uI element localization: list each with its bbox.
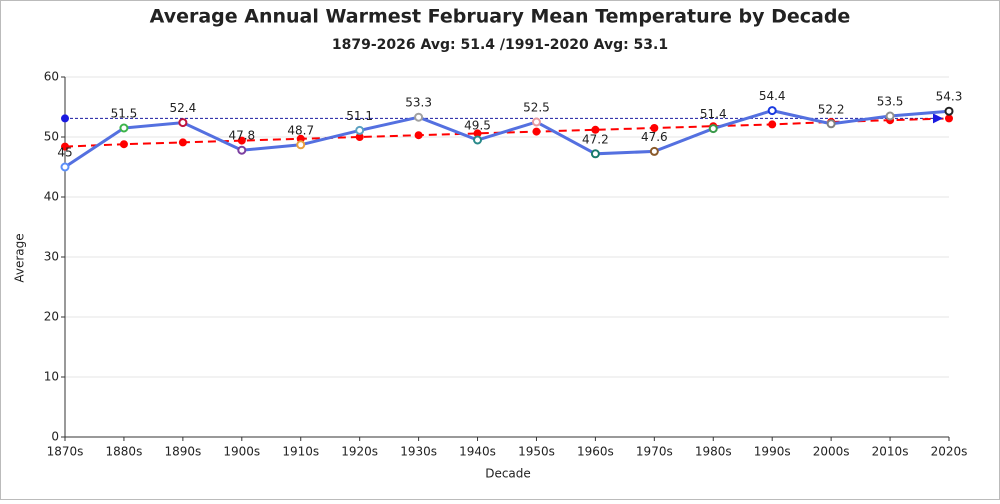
trend-point xyxy=(178,138,187,147)
x-tick-label: 2010s xyxy=(872,445,909,459)
data-label: 53.5 xyxy=(877,95,904,109)
x-axis-title: Decade xyxy=(485,467,531,481)
point xyxy=(60,162,70,172)
point xyxy=(119,123,129,133)
data-label: 52.5 xyxy=(523,101,550,115)
data-label: 54.4 xyxy=(759,89,786,103)
point xyxy=(531,117,541,127)
data-label: 47.6 xyxy=(641,130,668,144)
y-tick-label: 60 xyxy=(44,70,59,84)
trend-point xyxy=(119,140,128,149)
x-tick-label: 1920s xyxy=(341,445,378,459)
x-tick-label: 1880s xyxy=(106,445,143,459)
series-line xyxy=(64,109,950,169)
trend-point xyxy=(414,131,423,140)
data-label: 45 xyxy=(57,146,72,160)
x-tick-label: 1930s xyxy=(400,445,437,459)
trend-point xyxy=(61,142,69,151)
trend-point xyxy=(532,127,541,136)
data-label: 51.4 xyxy=(700,107,727,121)
x-tick-label: 2000s xyxy=(813,445,850,459)
trend-point xyxy=(591,125,600,134)
data-label: 48.7 xyxy=(287,123,314,137)
x-tick-label: 1890s xyxy=(164,445,201,459)
point xyxy=(826,119,836,129)
y-axis-title: Average xyxy=(13,233,27,282)
trend-point xyxy=(237,136,246,145)
point xyxy=(355,125,365,135)
x-tick-label: 1910s xyxy=(282,445,319,459)
y-tick-label: 30 xyxy=(44,250,59,264)
reference-dot xyxy=(61,114,69,123)
data-label: 49.5 xyxy=(464,119,491,133)
point xyxy=(296,140,306,150)
point xyxy=(590,149,600,159)
x-tick-label: 1960s xyxy=(577,445,614,459)
y-tick-label: 0 xyxy=(51,430,59,444)
trend-point xyxy=(945,114,953,123)
data-label: 51.1 xyxy=(346,109,373,123)
chart-subtitle: 1879-2026 Avg: 51.4 /1991-2020 Avg: 53.1 xyxy=(332,37,668,53)
point xyxy=(237,145,247,155)
x-tick-label: 1870s xyxy=(47,445,84,459)
y-tick-label: 40 xyxy=(44,190,59,204)
data-label: 52.4 xyxy=(170,101,197,115)
point xyxy=(178,118,188,128)
trend-point xyxy=(650,124,659,132)
trend-arrow xyxy=(933,113,943,124)
y-tick-label: 10 xyxy=(44,370,59,384)
x-tick-label: 1970s xyxy=(636,445,673,459)
chart-title: Average Annual Warmest February Mean Tem… xyxy=(150,6,851,28)
point xyxy=(473,135,483,145)
trend-point xyxy=(768,120,777,129)
x-tick-label: 2020s xyxy=(931,445,968,459)
x-tick-label: 1940s xyxy=(459,445,496,459)
data-label: 52.2 xyxy=(818,102,845,116)
data-label: 51.5 xyxy=(111,107,138,121)
point xyxy=(414,112,424,122)
point xyxy=(944,106,954,116)
data-label: 53.3 xyxy=(405,96,432,110)
data-label: 47.8 xyxy=(228,129,255,143)
data-label: 47.2 xyxy=(582,132,609,146)
point xyxy=(649,146,659,156)
point xyxy=(767,106,777,116)
y-tick-label: 20 xyxy=(44,310,59,324)
point xyxy=(885,111,895,121)
data-label: 54.3 xyxy=(936,90,963,104)
y-tick-label: 50 xyxy=(44,130,59,144)
x-tick-label: 1900s xyxy=(223,445,260,459)
x-tick-label: 1980s xyxy=(695,445,732,459)
x-tick-label: 1950s xyxy=(518,445,555,459)
point xyxy=(708,124,718,134)
trend-point xyxy=(355,133,364,141)
trend-point xyxy=(473,129,482,138)
x-tick-label: 1990s xyxy=(754,445,791,459)
